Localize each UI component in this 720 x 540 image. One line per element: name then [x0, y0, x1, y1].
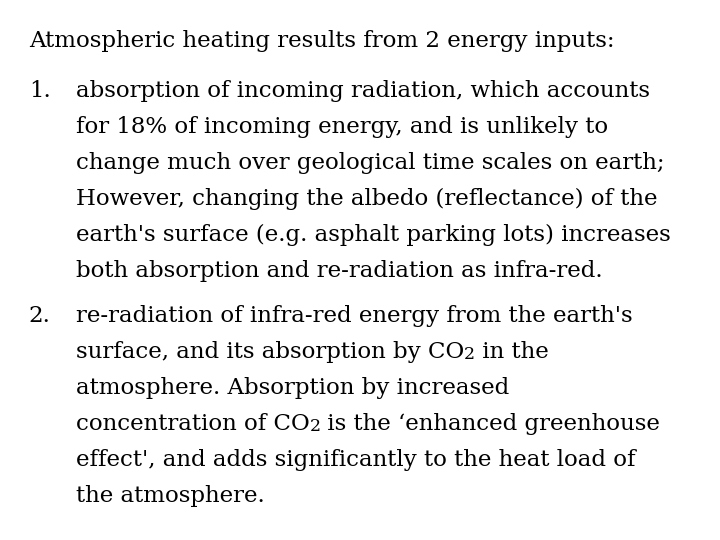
- Text: effect', and adds significantly to the heat load of: effect', and adds significantly to the h…: [76, 449, 635, 471]
- Text: absorption of incoming radiation, which accounts: absorption of incoming radiation, which …: [76, 80, 649, 102]
- Text: for 18% of incoming energy, and is unlikely to: for 18% of incoming energy, and is unlik…: [76, 116, 608, 138]
- Text: the atmosphere.: the atmosphere.: [76, 485, 264, 507]
- Text: concentration of CO: concentration of CO: [76, 413, 310, 435]
- Text: 2: 2: [464, 346, 475, 363]
- Text: surface, and its absorption by CO: surface, and its absorption by CO: [76, 341, 464, 363]
- Text: 2: 2: [310, 418, 320, 435]
- Text: both absorption and re-radiation as infra-red.: both absorption and re-radiation as infr…: [76, 260, 602, 282]
- Text: change much over geological time scales on earth;: change much over geological time scales …: [76, 152, 665, 174]
- Text: in the: in the: [475, 341, 549, 363]
- Text: Atmospheric heating results from 2 energy inputs:: Atmospheric heating results from 2 energ…: [29, 30, 614, 52]
- Text: 1.: 1.: [29, 80, 50, 102]
- Text: re-radiation of infra-red energy from the earth's: re-radiation of infra-red energy from th…: [76, 305, 632, 327]
- Text: 2.: 2.: [29, 305, 50, 327]
- Text: is the ‘enhanced greenhouse: is the ‘enhanced greenhouse: [320, 413, 660, 435]
- Text: However, changing the albedo (reflectance) of the: However, changing the albedo (reflectanc…: [76, 188, 657, 210]
- Text: earth's surface (e.g. asphalt parking lots) increases: earth's surface (e.g. asphalt parking lo…: [76, 224, 670, 246]
- Text: atmosphere. Absorption by increased: atmosphere. Absorption by increased: [76, 377, 509, 399]
